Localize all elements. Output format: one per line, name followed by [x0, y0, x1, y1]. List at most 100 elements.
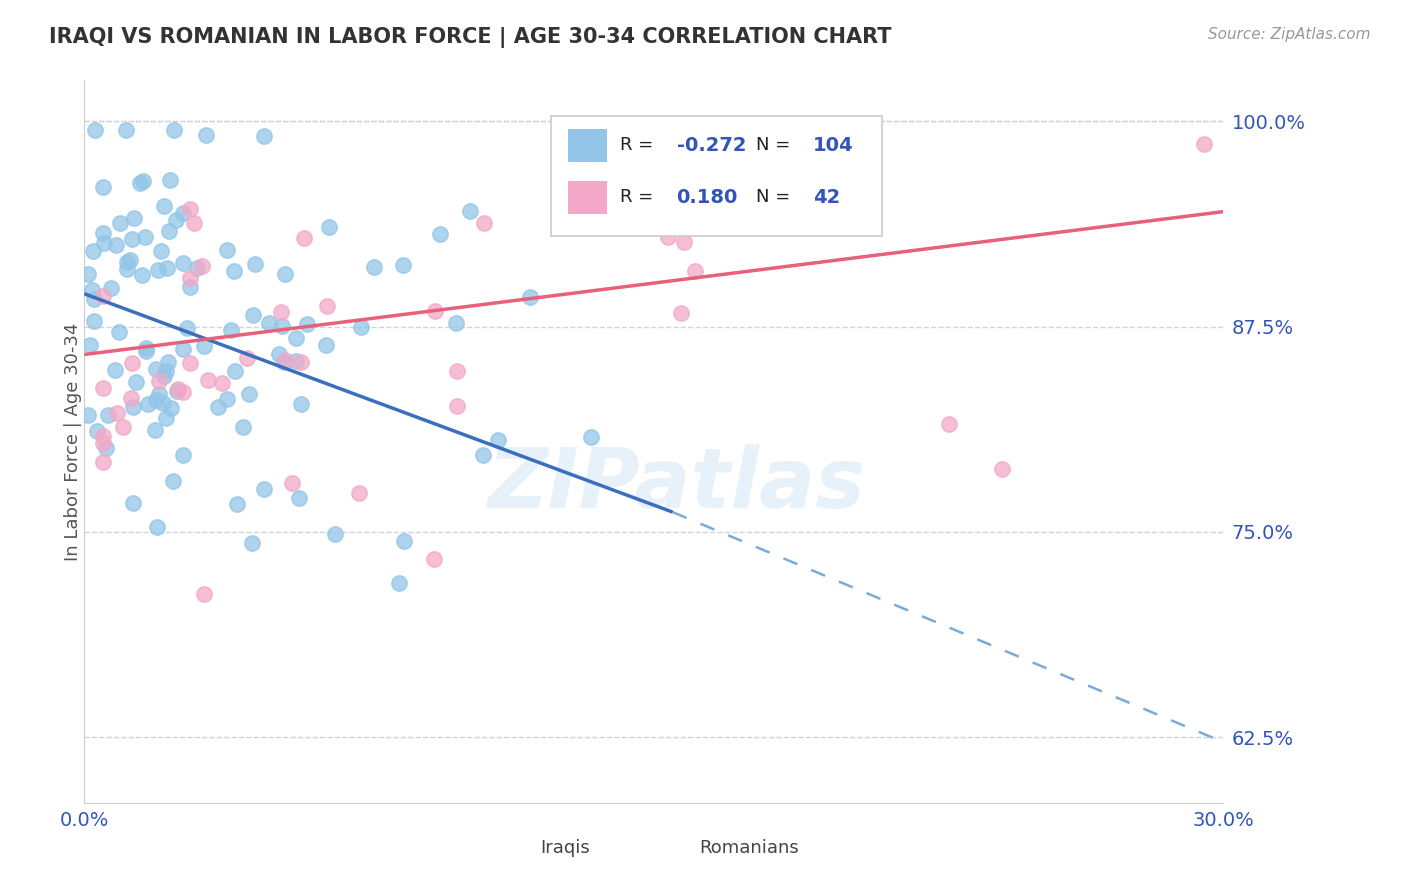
Text: -0.272: -0.272 [676, 136, 747, 155]
Point [179, 202, 201, 216]
Point [120, 391, 142, 405]
Point [267, 347, 290, 361]
Point [240, 536, 263, 550]
Point [186, 261, 208, 276]
Point [145, 362, 167, 376]
Point [290, 355, 312, 369]
Text: IRAQI VS ROMANIAN IN LABOR FORCE | AGE 30-34 CORRELATION CHART: IRAQI VS ROMANIAN IN LABOR FORCE | AGE 3… [49, 27, 891, 48]
Point [86, 424, 108, 438]
Text: 0.180: 0.180 [676, 188, 738, 207]
Point [166, 384, 188, 398]
Point [1194, 136, 1216, 151]
Point [117, 255, 139, 269]
Point [207, 400, 229, 414]
Point [132, 174, 155, 188]
Point [315, 299, 337, 313]
Point [179, 271, 201, 285]
Point [172, 385, 194, 400]
Point [253, 483, 276, 497]
Point [117, 262, 139, 277]
Point [148, 374, 170, 388]
Point [783, 158, 806, 172]
Point [118, 252, 141, 267]
Point [446, 364, 468, 378]
Point [183, 216, 205, 230]
Point [215, 392, 238, 407]
Point [155, 410, 177, 425]
Point [145, 393, 167, 408]
Point [287, 491, 309, 505]
Point [134, 230, 156, 244]
FancyBboxPatch shape [568, 181, 607, 214]
Point [444, 317, 467, 331]
Point [83, 314, 105, 328]
Point [104, 363, 127, 377]
Point [108, 325, 131, 339]
Point [226, 497, 249, 511]
FancyBboxPatch shape [662, 836, 693, 862]
Point [446, 399, 468, 413]
Point [429, 227, 451, 242]
Point [153, 199, 176, 213]
Point [270, 305, 292, 319]
Point [471, 448, 494, 462]
FancyBboxPatch shape [503, 836, 533, 862]
Point [224, 364, 246, 378]
Point [219, 323, 242, 337]
Point [318, 219, 340, 234]
Point [77, 267, 100, 281]
Point [191, 259, 214, 273]
Point [242, 309, 264, 323]
Point [124, 211, 146, 225]
Point [84, 122, 107, 136]
Point [274, 352, 297, 367]
Point [195, 128, 218, 142]
Point [281, 475, 304, 490]
FancyBboxPatch shape [568, 128, 607, 162]
Text: N =: N = [756, 136, 790, 154]
Point [159, 401, 181, 416]
Point [323, 527, 346, 541]
Point [115, 122, 138, 136]
Point [392, 534, 415, 549]
Point [93, 235, 115, 250]
Point [197, 373, 219, 387]
Point [111, 420, 134, 434]
Text: N =: N = [756, 188, 790, 206]
Point [153, 369, 176, 384]
Point [290, 397, 312, 411]
Point [423, 303, 446, 318]
Point [121, 355, 143, 369]
Point [122, 495, 145, 509]
Point [167, 382, 190, 396]
Point [93, 429, 115, 443]
Point [172, 448, 194, 462]
Point [93, 436, 115, 450]
Point [122, 400, 145, 414]
Point [392, 258, 415, 272]
Point [315, 338, 337, 352]
Point [519, 290, 541, 304]
Point [274, 267, 297, 281]
Point [77, 408, 100, 422]
Point [236, 351, 259, 365]
Text: Source: ZipAtlas.com: Source: ZipAtlas.com [1208, 27, 1371, 42]
Point [93, 455, 115, 469]
FancyBboxPatch shape [551, 117, 882, 235]
Point [350, 320, 373, 334]
Point [131, 268, 153, 283]
Point [295, 317, 318, 331]
Point [176, 321, 198, 335]
Point [669, 306, 692, 320]
Point [94, 441, 117, 455]
Y-axis label: In Labor Force | Age 30-34: In Labor Force | Age 30-34 [65, 322, 82, 561]
Point [253, 128, 276, 143]
Point [581, 430, 603, 444]
Point [80, 284, 103, 298]
Point [628, 167, 651, 181]
Point [458, 204, 481, 219]
Point [211, 376, 233, 390]
Point [388, 576, 411, 591]
Point [162, 474, 184, 488]
Text: Romanians: Romanians [699, 838, 799, 856]
